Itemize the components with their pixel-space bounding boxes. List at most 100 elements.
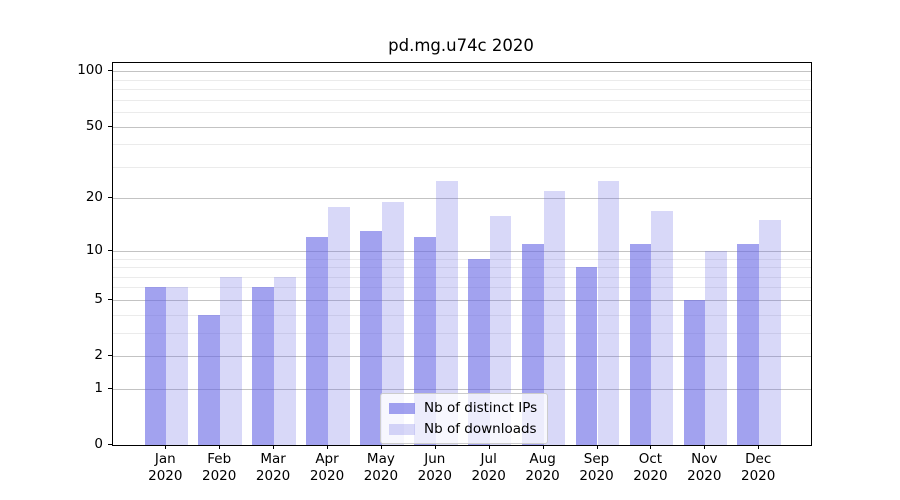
gridline-minor-60 [113,112,811,113]
x-tick-label-month: Aug [529,451,556,467]
legend-swatch-downloads [389,423,415,435]
bar-downloads-aug [543,191,566,445]
x-tick-mark-aug [542,445,544,449]
gridline-major-10 [113,250,811,252]
x-tick-mark-jan [165,445,167,449]
x-tick-label-dec: Dec 2020 [726,451,790,484]
x-tick-label-year: 2020 [633,467,668,484]
gridline-minor-80 [113,89,811,91]
x-tick-label-year: 2020 [309,467,345,484]
bar-ips-oct [629,243,652,445]
x-tick-mark-mar [273,445,275,449]
bar-ips-may [360,231,382,445]
bar-ips-sep [575,267,598,445]
gridline-minor-9 [113,258,811,260]
x-tick-label-feb: Feb 2020 [187,451,251,484]
x-tick-label-year: 2020 [687,467,722,484]
x-tick-mark-dec [758,445,760,449]
y-tick-label-100: 100 [77,62,103,79]
gridline-major-5 [113,299,811,301]
x-tick-label-year: 2020 [202,467,237,484]
legend-swatch-ips [389,402,415,414]
x-tick-label-may: May 2020 [349,451,413,484]
bar-ips-feb [198,314,221,445]
gridline-minor-90 [113,79,811,81]
bar-downloads-jan [166,287,189,445]
x-tick-label-jun: Jun 2020 [403,451,467,484]
y-tick-label-1: 1 [94,379,103,396]
y-tick-label-2: 2 [94,347,103,363]
gridline-major-50 [113,126,811,128]
y-tick-mark-50 [108,125,112,127]
bar-downloads-mar [274,276,296,445]
bar-downloads-jun [435,181,458,445]
gridline-major-1 [113,388,811,390]
bar-downloads-may [381,202,404,445]
y-tick-mark-2 [108,355,112,357]
bar-ips-jan [144,287,167,445]
x-tick-label-year: 2020 [471,467,506,484]
legend: Nb of distinct IPs Nb of downloads [380,393,549,444]
gridline-minor-7 [113,276,811,278]
x-tick-label-apr: Apr 2020 [295,451,359,484]
x-tick-label-year: 2020 [417,467,452,484]
x-tick-label-year: 2020 [363,467,399,484]
bar-ips-nov [683,299,706,445]
chart-title: pd.mg.u74c 2020 [388,36,534,55]
bar-downloads-dec [759,220,781,445]
y-tick-label-20: 20 [85,189,103,206]
x-tick-label-month: Jan [154,451,176,467]
x-tick-label-year: 2020 [579,467,614,484]
y-tick-label-50: 50 [85,117,103,134]
x-tick-mark-apr [327,445,329,449]
gridline-major-100 [113,71,811,73]
legend-item-distinct-ips: Nb of distinct IPs [389,400,537,416]
bar-downloads-oct [651,210,674,445]
bar-downloads-jul [489,215,512,445]
x-tick-label-mar: Mar 2020 [241,451,305,484]
x-tick-label-month: Nov [691,451,718,467]
x-tick-mark-sep [596,445,598,449]
legend-label-ips: Nb of distinct IPs [424,400,538,416]
plot-area: Nb of distinct IPs Nb of downloads [112,62,812,446]
y-tick-mark-100 [108,70,112,72]
x-tick-label-jan: Jan 2020 [133,451,197,484]
gridline-minor-8 [113,267,811,268]
gridline-minor-6 [113,287,811,289]
y-tick-mark-1 [108,387,112,389]
x-tick-label-year: 2020 [525,467,560,484]
x-tick-label-sep: Sep 2020 [565,451,629,484]
x-tick-label-jul: Jul 2020 [457,451,521,484]
legend-label-downloads: Nb of downloads [424,421,537,437]
y-tick-label-5: 5 [94,290,103,307]
y-tick-label-0: 0 [94,436,103,452]
gridline-minor-30 [113,166,811,168]
x-tick-label-oct: Oct 2020 [618,451,682,484]
bar-downloads-feb [220,276,242,445]
x-tick-label-aug: Aug 2020 [511,451,575,484]
bar-downloads-nov [705,250,728,445]
x-tick-label-month: Dec [745,451,772,467]
gridline-minor-4 [113,314,811,316]
x-tick-label-year: 2020 [741,467,776,484]
x-tick-mark-jun [434,445,436,449]
gridline-minor-70 [113,99,811,101]
bar-downloads-sep [597,181,620,445]
x-tick-label-month: Feb [207,451,232,467]
bar-ips-dec [737,243,760,445]
x-tick-label-month: Sep [583,451,610,467]
x-tick-mark-oct [650,445,652,449]
bar-downloads-apr [328,206,350,445]
gridline-major-20 [113,198,811,200]
bar-ips-mar [252,287,275,445]
x-tick-label-month: Jul [480,451,497,467]
x-tick-label-month: Jun [424,451,446,467]
x-tick-mark-feb [219,445,221,449]
y-tick-mark-5 [108,298,112,300]
y-tick-mark-0 [108,444,112,446]
bar-ips-apr [306,237,328,445]
gridline-minor-3 [113,332,811,334]
x-tick-label-month: May [366,451,395,467]
y-tick-label-10: 10 [85,241,103,258]
